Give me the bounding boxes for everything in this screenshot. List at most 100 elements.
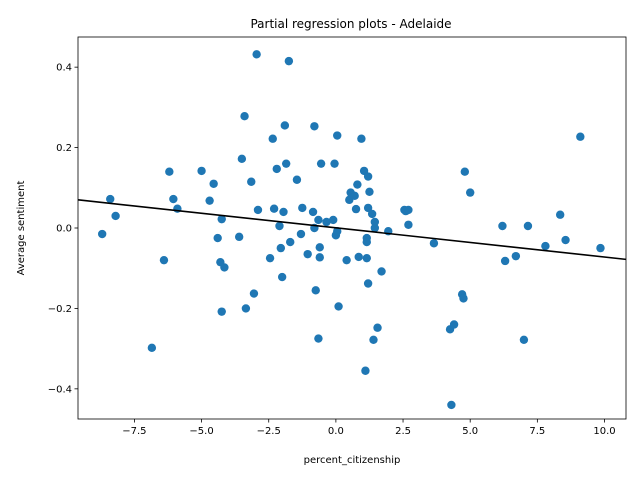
data-point — [541, 241, 550, 251]
data-point — [367, 209, 377, 219]
data-point — [316, 159, 326, 168]
data-point — [280, 121, 290, 130]
data-point — [333, 131, 342, 140]
data-point — [329, 215, 338, 225]
data-point — [561, 235, 570, 245]
data-point — [353, 180, 362, 189]
data-point — [253, 205, 263, 215]
data-point — [498, 221, 507, 231]
data-point — [519, 335, 529, 344]
data-point — [330, 159, 339, 168]
data-point — [357, 134, 366, 143]
chart-title: Partial regression plots - Adelaide — [250, 17, 451, 31]
data-point — [555, 210, 565, 219]
data-point — [373, 323, 382, 332]
data-point — [314, 215, 323, 225]
x-tick-label: −7.5 — [122, 426, 146, 437]
data-point — [354, 252, 363, 262]
x-tick-label: −5.0 — [189, 426, 213, 437]
data-point — [217, 307, 226, 316]
data-point — [111, 211, 120, 221]
data-point — [576, 132, 585, 141]
data-point — [377, 267, 386, 276]
y-axis-label: Average sentiment — [16, 181, 27, 276]
data-point — [217, 214, 226, 224]
data-point — [310, 122, 319, 131]
y-tick-label: −0.4 — [48, 384, 72, 395]
data-point — [322, 217, 331, 227]
data-point — [500, 256, 510, 266]
data-point — [460, 167, 470, 176]
data-point — [447, 400, 456, 410]
data-point — [252, 50, 261, 59]
data-point — [449, 320, 459, 329]
regression-line — [77, 199, 627, 261]
data-point — [284, 56, 294, 66]
data-point — [429, 239, 439, 248]
data-point — [404, 220, 413, 229]
data-point — [147, 343, 157, 353]
data-point — [363, 172, 373, 181]
data-point — [213, 233, 222, 243]
x-tick-label: −2.5 — [257, 426, 281, 437]
data-point — [342, 255, 351, 265]
data-point — [363, 203, 373, 213]
data-point — [314, 334, 323, 343]
data-point — [298, 203, 307, 213]
data-point — [523, 221, 533, 231]
data-point — [369, 335, 378, 344]
data-point — [279, 207, 288, 217]
data-point — [351, 204, 361, 214]
data-point — [404, 205, 413, 215]
data-point — [268, 134, 277, 143]
data-point — [220, 263, 229, 272]
data-point — [361, 366, 370, 375]
data-point — [281, 159, 291, 168]
x-tick-label: 2.5 — [395, 426, 411, 437]
data-point — [303, 249, 312, 259]
data-point — [269, 204, 279, 213]
data-point — [277, 272, 287, 282]
x-tick-label: 0.0 — [328, 426, 344, 437]
data-point — [169, 194, 178, 204]
data-point — [234, 232, 244, 242]
data-point — [334, 302, 343, 311]
y-tick-label: 0.4 — [56, 63, 72, 74]
plot-area — [77, 50, 627, 410]
data-point — [370, 217, 380, 227]
y-tick-label: 0.0 — [56, 224, 72, 235]
data-point — [459, 294, 468, 303]
data-point — [362, 237, 371, 247]
data-point — [197, 166, 206, 176]
data-point — [362, 253, 371, 263]
data-point — [272, 164, 281, 174]
data-point — [596, 243, 605, 253]
data-point — [240, 112, 249, 121]
data-point — [365, 187, 374, 197]
data-point — [247, 177, 256, 186]
x-axis: −7.5 −5.0 −2.5 0.0 2.5 5.0 7.5 10.0 — [122, 419, 616, 437]
data-point — [249, 289, 259, 298]
data-point — [159, 255, 169, 265]
data-point — [165, 167, 174, 176]
x-axis-label: percent_citizenship — [304, 455, 401, 466]
data-point — [106, 194, 115, 204]
data-point — [276, 243, 286, 253]
data-point — [350, 191, 359, 201]
data-point — [286, 237, 295, 247]
data-point — [315, 253, 324, 262]
data-point — [241, 304, 251, 313]
y-tick-label: −0.2 — [48, 304, 72, 315]
data-point — [296, 229, 306, 239]
data-point — [237, 154, 247, 164]
data-point — [315, 243, 324, 252]
data-point — [370, 223, 380, 233]
y-tick-label: 0.2 — [56, 143, 72, 154]
data-point — [333, 227, 342, 236]
x-tick-label: 5.0 — [462, 426, 478, 437]
data-point — [265, 253, 275, 263]
data-point — [209, 179, 218, 188]
data-point — [205, 196, 214, 205]
